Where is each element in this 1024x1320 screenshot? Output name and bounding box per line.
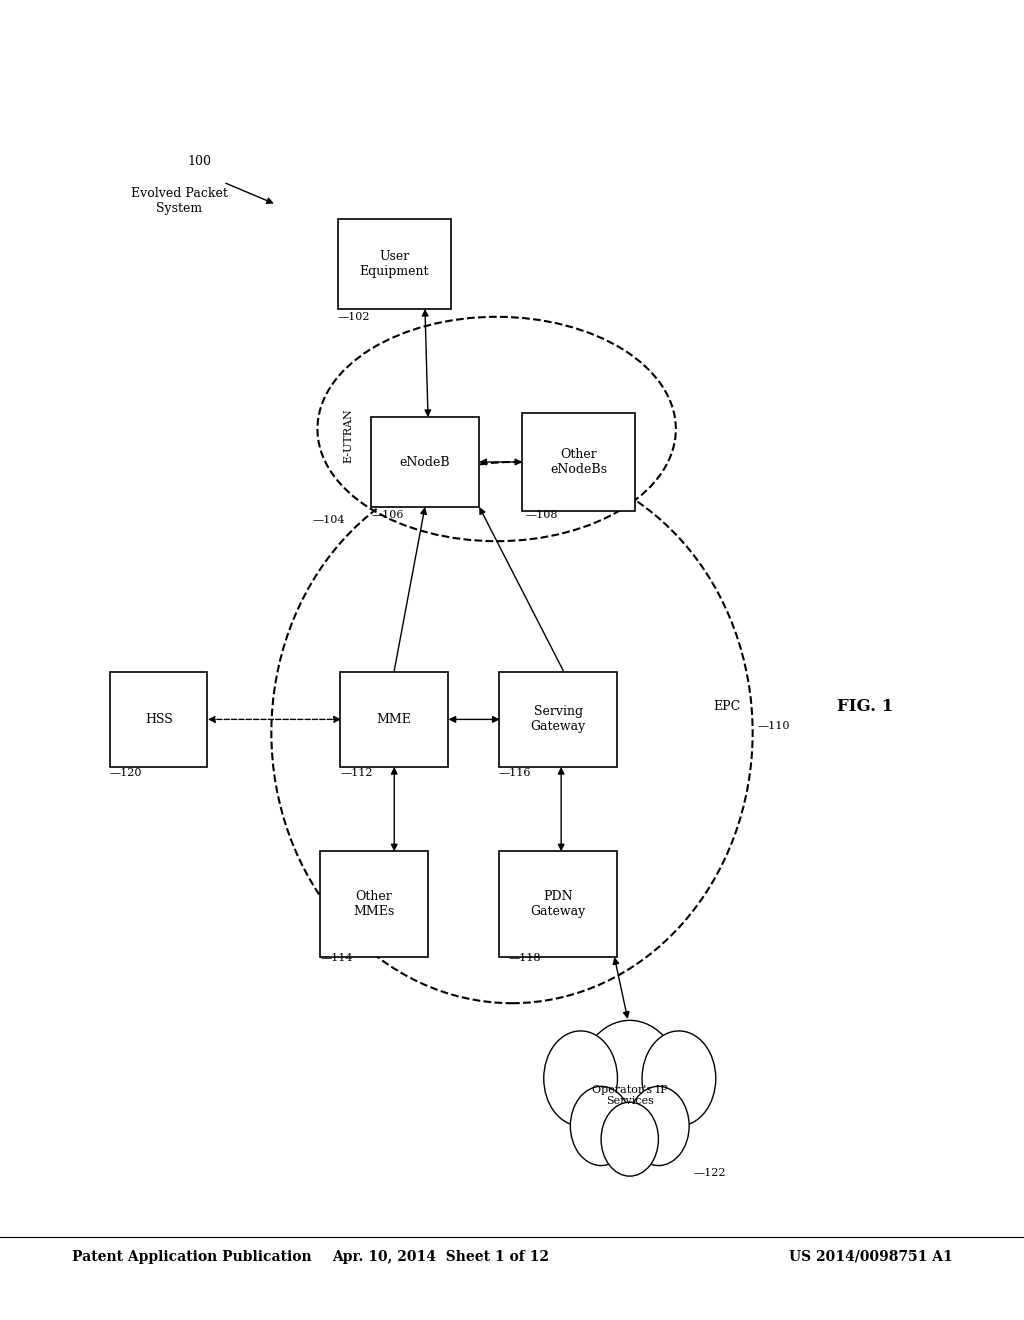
Text: Apr. 10, 2014  Sheet 1 of 12: Apr. 10, 2014 Sheet 1 of 12: [332, 1250, 549, 1263]
Text: Serving
Gateway: Serving Gateway: [530, 705, 586, 734]
Text: —104: —104: [312, 515, 345, 525]
Text: —120: —120: [110, 768, 142, 779]
FancyBboxPatch shape: [111, 672, 207, 767]
Text: PDN
Gateway: PDN Gateway: [530, 890, 586, 919]
FancyBboxPatch shape: [338, 219, 451, 309]
Text: —108: —108: [525, 510, 558, 520]
Text: —112: —112: [341, 768, 374, 779]
Text: Patent Application Publication: Patent Application Publication: [72, 1250, 311, 1263]
Circle shape: [642, 1031, 716, 1126]
Text: HSS: HSS: [144, 713, 173, 726]
FancyBboxPatch shape: [319, 851, 428, 957]
Text: Other
MMEs: Other MMEs: [353, 890, 394, 919]
Text: —102: —102: [338, 312, 371, 322]
Text: Other
eNodeBs: Other eNodeBs: [550, 447, 607, 477]
Text: E-UTRAN: E-UTRAN: [343, 408, 353, 463]
Text: —114: —114: [321, 953, 353, 964]
FancyBboxPatch shape: [522, 412, 635, 511]
Circle shape: [601, 1102, 658, 1176]
FancyBboxPatch shape: [340, 672, 449, 767]
Text: 100: 100: [187, 154, 212, 168]
Text: MME: MME: [377, 713, 412, 726]
Text: —106: —106: [372, 510, 404, 520]
Text: —118: —118: [509, 953, 542, 964]
FancyBboxPatch shape: [500, 851, 616, 957]
Text: —116: —116: [499, 768, 531, 779]
Text: Operator's IP
Services: Operator's IP Services: [592, 1085, 668, 1106]
FancyBboxPatch shape: [500, 672, 616, 767]
Text: User
Equipment: User Equipment: [359, 249, 429, 279]
Text: FIG. 1: FIG. 1: [838, 698, 893, 714]
Text: EPC: EPC: [714, 700, 740, 713]
Circle shape: [544, 1031, 617, 1126]
Circle shape: [628, 1086, 689, 1166]
Circle shape: [570, 1086, 632, 1166]
Text: eNodeB: eNodeB: [399, 455, 451, 469]
Text: US 2014/0098751 A1: US 2014/0098751 A1: [788, 1250, 952, 1263]
Text: —110: —110: [758, 721, 791, 731]
Circle shape: [577, 1020, 683, 1158]
Text: Evolved Packet
System: Evolved Packet System: [131, 186, 227, 215]
Text: —122: —122: [693, 1168, 726, 1179]
FancyBboxPatch shape: [371, 417, 478, 507]
